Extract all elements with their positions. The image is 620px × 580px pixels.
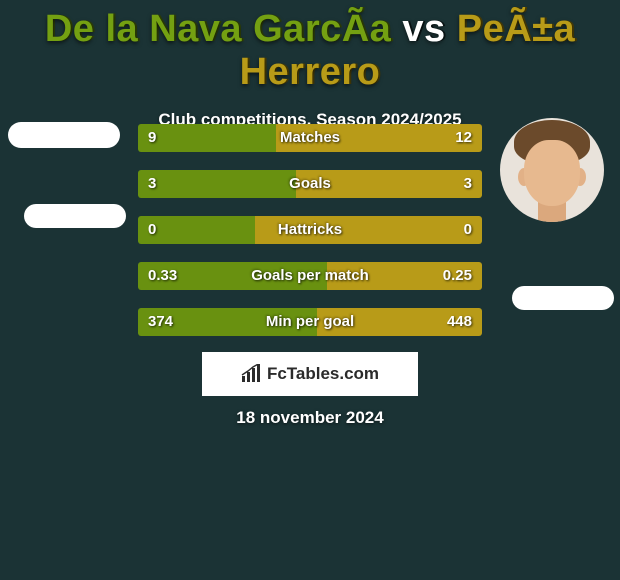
comparison-infographic: De la Nava GarcÃ­a vs PeÃ±a Herrero Club… (0, 0, 620, 580)
stat-label: Hattricks (138, 216, 482, 244)
brand-box[interactable]: FcTables.com (202, 352, 418, 396)
player2-flag-pill (512, 286, 614, 310)
stat-row: 374448Min per goal (138, 308, 482, 336)
page-title: De la Nava GarcÃ­a vs PeÃ±a Herrero (0, 0, 620, 94)
player1-flag-pill (24, 204, 126, 228)
avatar-face (524, 140, 580, 206)
title-player1: De la Nava GarcÃ­a (45, 8, 391, 50)
bar-chart-icon (241, 364, 263, 384)
title-vs: vs (402, 8, 445, 50)
stat-label: Min per goal (138, 308, 482, 336)
stat-row: 00Hattricks (138, 216, 482, 244)
stat-row: 33Goals (138, 170, 482, 198)
brand-text: FcTables.com (267, 364, 379, 384)
player2-column (488, 118, 616, 222)
player2-avatar (500, 118, 604, 222)
stats-bars: 912Matches 33Goals 00Hattricks 0.330.25Goal… (138, 124, 482, 354)
stat-row: 912Matches (138, 124, 482, 152)
stat-label: Goals per match (138, 262, 482, 290)
player1-avatar-placeholder (8, 122, 120, 148)
date-text: 18 november 2024 (0, 408, 620, 428)
stat-label: Goals (138, 170, 482, 198)
stat-row: 0.330.25Goals per match (138, 262, 482, 290)
brand-box-inner: FcTables.com (204, 354, 416, 394)
stat-label: Matches (138, 124, 482, 152)
